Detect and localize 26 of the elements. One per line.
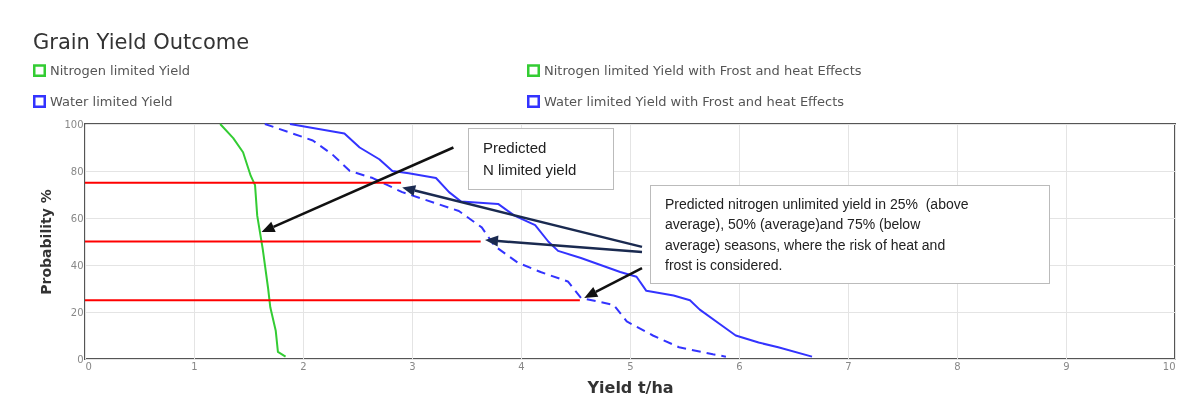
callout-box: Predicted N limited yield	[468, 128, 614, 190]
chart-title: Grain Yield Outcome	[33, 30, 250, 54]
y-tick-label: 100	[64, 118, 84, 130]
legend-label: Nitrogen limited Yield with Frost and heat Effects	[544, 62, 862, 78]
y-tick-label: 80	[70, 165, 84, 177]
callout-box: Predicted nitrogen unlimited yield in 25% (above average), 50% (average)and 75% (below average) seasons, where the risk of heat and frost is considered.	[650, 185, 1050, 285]
x-tick-label: 8	[954, 360, 961, 372]
x-tick-label: 9	[1063, 360, 1070, 372]
legend-label: Nitrogen limited Yield	[50, 62, 190, 78]
x-tick-label: 4	[518, 360, 525, 372]
legend-label: Water limited Yield with Frost and heat Effects	[544, 93, 845, 109]
y-tick-label: 60	[70, 212, 84, 224]
legend-label: Water limited Yield	[50, 93, 173, 109]
x-tick-label: 3	[409, 360, 416, 372]
line-series	[219, 123, 287, 358]
x-tick-label: 10	[1162, 360, 1176, 372]
x-tick-label: 6	[736, 360, 743, 372]
y-axis-title: Probability %	[38, 189, 55, 295]
x-tick-label: 2	[300, 360, 307, 372]
x-tick-label: 0	[85, 360, 92, 372]
y-tick-label: 20	[70, 306, 84, 318]
x-tick-label: 1	[191, 360, 198, 372]
x-tick-label: 7	[845, 360, 852, 372]
x-tick-label: 5	[627, 360, 634, 372]
y-tick-label: 40	[70, 259, 84, 271]
x-axis-title: Yield t/ha	[586, 377, 674, 397]
